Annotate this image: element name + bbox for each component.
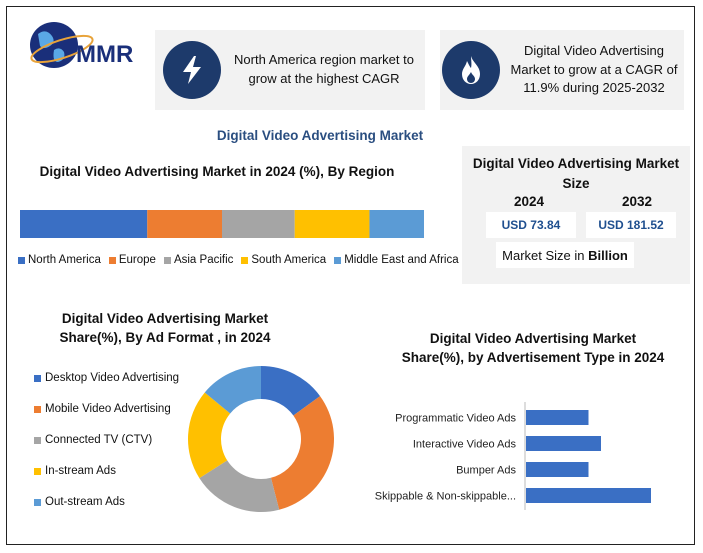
region-stacked-bar (20, 210, 424, 238)
market-size-panel: Digital Video Advertising Market Size 20… (462, 146, 690, 284)
donut-slice-in-stream-ads (188, 392, 231, 479)
region-chart-title: Digital Video Advertising Market in 2024… (39, 164, 395, 179)
callout-cagr: Digital Video Advertising Market to grow… (440, 30, 684, 110)
main-title: Digital Video Advertising Market (216, 128, 424, 143)
market-size-title: Digital Video Advertising Market Size (472, 156, 680, 191)
legend-swatch (241, 256, 249, 264)
callout-right-text: Digital Video Advertising Market to grow… (510, 42, 678, 96)
region-legend-item-asia-pacific: Asia Pacific (163, 254, 234, 266)
region-legend-item-middle-east-and-africa: Middle East and Africa (334, 254, 459, 266)
region-segment-middle-east-and-africa (369, 210, 424, 238)
legend-label: Asia Pacific (173, 254, 234, 266)
ad-format-legend-item-connected-tv-ctv: Connected TV (CTV) (34, 434, 179, 465)
unit-label: Market Size in (502, 247, 585, 263)
unit-box: Market Size in Billion (496, 242, 634, 268)
ad-format-legend-item-mobile-video-advertising: Mobile Video Advertising (34, 403, 179, 434)
lightning-icon (163, 41, 221, 99)
ad-format-chart-title: Digital Video Advertising Market Share(%… (59, 311, 271, 345)
ad-type-label-programmatic-video-ads: Programmatic Video Ads (395, 413, 516, 425)
logo-text: MMR (76, 41, 133, 68)
legend-swatch (34, 499, 41, 506)
legend-swatch (34, 468, 41, 475)
unit-value: Billion (588, 247, 628, 263)
legend-swatch (34, 406, 41, 413)
ad-format-legend: Desktop Video Advertising Mobile Video Ad… (34, 372, 179, 527)
ad-type-bar-chart: Programmatic Video Ads Interactive Video … (375, 402, 651, 510)
region-legend-item-north-america: North America (18, 254, 101, 266)
legend-label: Connected TV (CTV) (45, 434, 153, 446)
year-2024: 2024 (514, 194, 545, 209)
legend-label: Middle East and Africa (344, 254, 459, 266)
ad-format-legend-item-out-stream-ads: Out-stream Ads (34, 496, 179, 527)
ad-type-bar-programmatic-video-ads (526, 410, 589, 425)
donut-slice-out-stream-ads (204, 366, 261, 414)
legend-label: Europe (118, 254, 156, 266)
callout-north-america: North America region market to grow at t… (155, 30, 425, 110)
legend-label: North America (28, 254, 101, 266)
infographic-frame (6, 6, 695, 545)
region-segment-north-america (20, 210, 148, 238)
value-2024: USD 73.84 (486, 212, 576, 238)
callout-left-text: North America region market to grow at t… (234, 52, 414, 86)
region-legend-item-south-america: South America (241, 254, 326, 266)
region-legend-item-europe: Europe (108, 254, 156, 266)
donut-slice-connected-tv-ctv (199, 460, 280, 512)
ad-type-bar-interactive-video-ads (526, 436, 601, 451)
legend-swatch (34, 375, 41, 382)
donut-slice-desktop-video-advertising (261, 366, 321, 416)
legend-label: In-stream Ads (45, 465, 116, 477)
legend-swatch (18, 256, 25, 264)
ad-format-legend-item-in-stream-ads: In-stream Ads (34, 465, 179, 496)
legend-swatch (108, 256, 116, 264)
ad-type-label-skippable-non-skippable: Skippable & Non-skippable... (375, 491, 516, 503)
legend-label: South America (251, 254, 327, 266)
legend-label: Desktop Video Advertising (45, 372, 180, 384)
donut-slice-mobile-video-advertising (270, 396, 334, 510)
ad-type-bar-bumper-ads (526, 462, 589, 477)
legend-swatch (34, 437, 41, 444)
value-2032: USD 181.52 (586, 212, 676, 238)
ad-type-label-interactive-video-ads: Interactive Video Ads (413, 439, 517, 451)
region-legend: North America Europe Asia Pacific South Ame… (18, 254, 459, 266)
ad-type-chart-title: Digital Video Advertising Market Share(%… (401, 331, 665, 365)
mmr-logo: MMR (18, 16, 158, 76)
region-segment-asia-pacific (222, 210, 295, 238)
flame-icon (442, 41, 500, 99)
ad-type-label-bumper-ads: Bumper Ads (456, 465, 516, 477)
ad-format-donut (188, 366, 334, 512)
ad-type-bar-skippable-non-skippable (526, 488, 651, 503)
ad-format-legend-item-desktop-video-advertising: Desktop Video Advertising (34, 372, 179, 403)
legend-label: Out-stream Ads (45, 496, 125, 508)
year-2032: 2032 (622, 194, 653, 209)
legend-swatch (163, 256, 171, 264)
legend-label: Mobile Video Advertising (45, 403, 171, 415)
region-segment-south-america (294, 210, 370, 238)
region-segment-europe (147, 210, 222, 238)
legend-swatch (334, 256, 342, 264)
globe-logo-icon: MMR (30, 22, 133, 68)
